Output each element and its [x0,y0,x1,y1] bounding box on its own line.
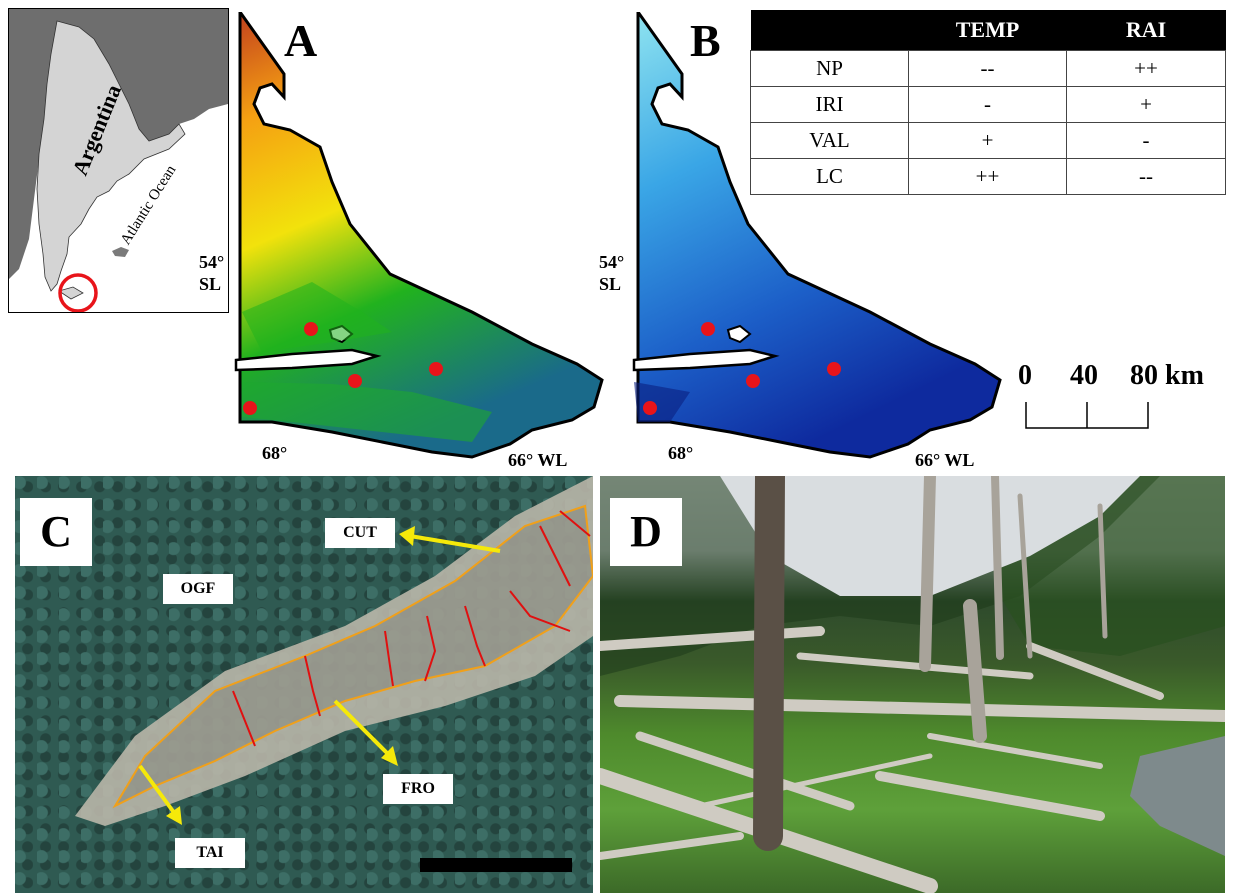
scale-label-80: 80 km [1130,360,1204,391]
panel-a-map [234,12,604,459]
lat-label-b-deg: 54° [599,252,625,272]
fallen-logs [600,626,1225,893]
scale-label-0: 0 [1018,360,1032,391]
sample-site [429,362,443,376]
dam-line [232,690,256,747]
panel-letter-b: B [690,15,721,66]
scale-bar [1025,402,1149,429]
arrow-cut [409,534,501,553]
vegetation-patch [242,282,392,352]
arrowhead-cut [399,526,415,546]
panel-letter-d: D [610,498,682,566]
clearing-svg [75,476,593,872]
lon-label-a-left: 68° [262,443,288,463]
arrow-fro [333,699,392,758]
dam-line [509,590,571,632]
arrowhead-fro [381,746,398,766]
sample-site [304,322,318,336]
legend-cell: + [908,122,1067,159]
legend-row: VAL + - [750,122,1226,159]
dam-line [464,605,486,667]
sample-site [348,374,362,388]
sample-site [643,401,657,415]
lat-label-b-sl: SL [599,274,622,294]
highlight-circle [58,273,98,312]
sample-site [746,374,760,388]
legend-cell: - [908,86,1067,123]
legend-header-cell: TEMP [908,10,1067,51]
dam-line [539,525,571,587]
dam-line [384,630,394,687]
vegetation-patch [242,382,492,442]
channel-a [234,348,382,372]
arrowhead-tai [166,806,182,825]
lon-label-b-right: 66° WL [915,450,975,470]
legend-header-cell [750,10,909,51]
legend-cell: -- [1066,158,1226,195]
legend-cell: IRI [750,86,909,123]
legend-cell: - [1066,122,1226,159]
tierra-del-fuego-inset [58,286,84,300]
clearing-area [75,476,593,826]
legend-cell: + [1066,86,1226,123]
label-cut: CUT [325,518,395,548]
label-tai: TAI [175,838,245,868]
lat-label-a-sl: SL [199,274,222,294]
legend-row: LC ++ -- [750,158,1226,195]
legend-header-cell: RAI [1066,10,1226,51]
arrow-tai [138,764,177,816]
tierra-del-fuego-b [636,12,1002,459]
photo-d-svg [600,476,1225,893]
dead-trees [753,476,1108,851]
legend-row: NP -- ++ [750,50,1226,87]
panel-letter-a: A [284,15,318,66]
panel-d-photo: D [600,476,1225,893]
photo-scale-bar [420,858,572,872]
tierra-del-fuego-a [238,12,604,459]
sample-site [701,322,715,336]
panel-letter-c: C [20,498,92,566]
legend-cell: NP [750,50,909,87]
inset-map-svg [9,9,228,312]
panel-c-aerial: C CUT OGF FRO TAI [15,476,593,893]
lat-label-a-deg: 54° [199,252,225,272]
sample-site [243,401,257,415]
lake-b [726,324,752,344]
dam-line [304,655,321,717]
inset-map: Argentina Atlantic Ocean [8,8,229,313]
scale-label-40: 40 [1070,360,1098,391]
label-ogf: OGF [163,574,233,604]
sample-site [827,362,841,376]
pond-outline [112,504,593,809]
dam-line [424,615,437,682]
falkland-islands [112,247,129,257]
legend-header-row: TEMP RAI [750,10,1226,51]
stream [1130,736,1225,856]
label-fro: FRO [383,774,453,804]
legend-cell: VAL [750,122,909,159]
legend-cell: LC [750,158,909,195]
legend-table: TEMP RAI NP -- ++ IRI - + VAL + - LC ++ … [750,10,1226,195]
legend-cell: ++ [1066,50,1226,87]
lon-label-b-left: 68° [668,443,694,463]
panel-b-map [632,12,1002,459]
neighbor-land [9,9,228,279]
argentina-land [36,20,186,292]
lon-label-a-right: 66° WL [508,450,568,470]
legend-cell: ++ [908,158,1067,195]
legend-cell: -- [908,50,1067,87]
dam-line [559,510,591,537]
legend-row: IRI - + [750,86,1226,123]
channel-b [632,348,780,372]
